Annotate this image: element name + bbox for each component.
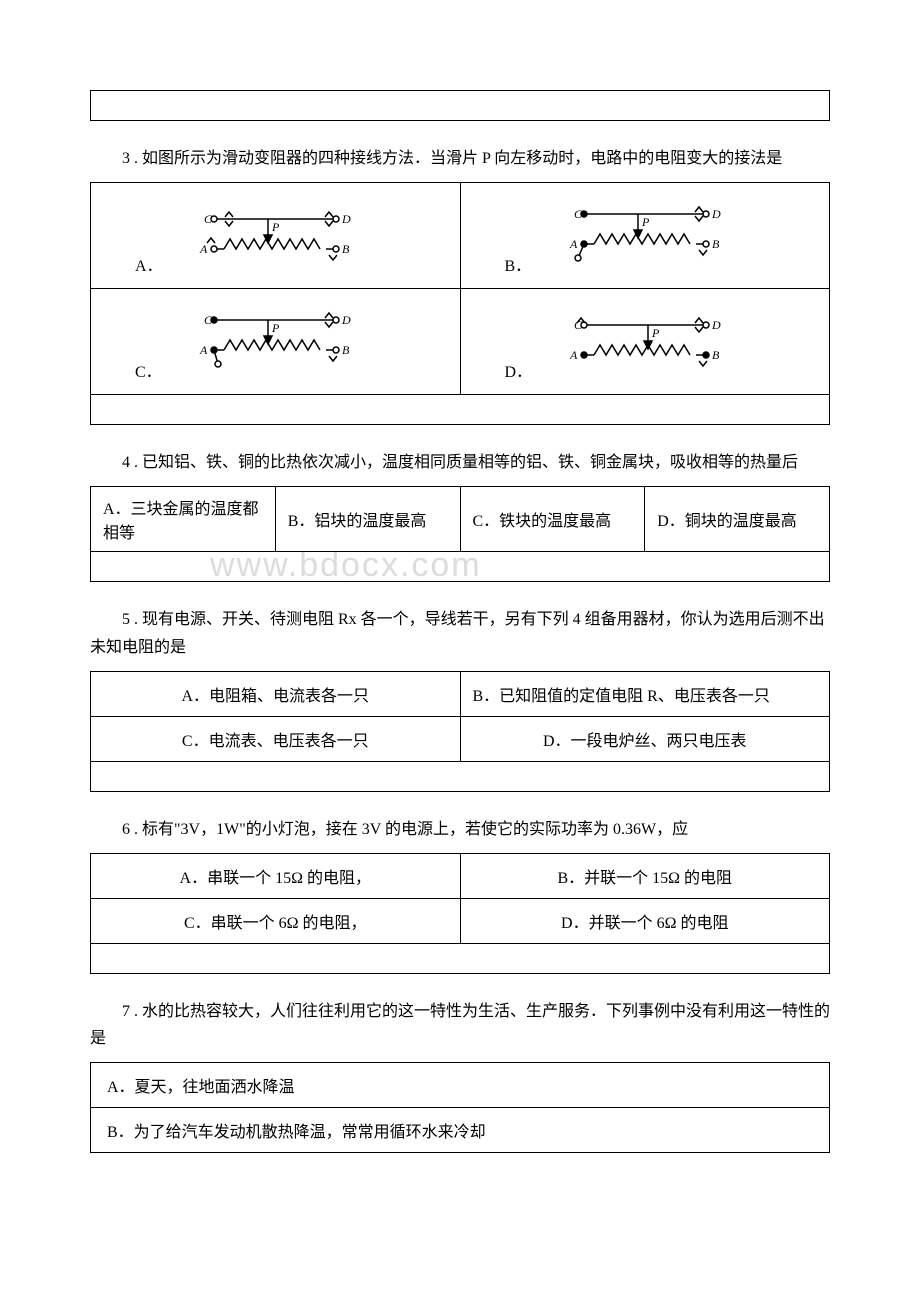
q5-option-b: B．已知阻值的定值电阻 R、电压表各一只 [460, 671, 830, 716]
q3-option-c-cell: C． [91, 289, 461, 395]
svg-text:A: A [199, 343, 208, 357]
q4-table: A．三块金属的温度都相等 B．铝块的温度最高 C．铁块的温度最高 D．铜块的温度… [90, 486, 830, 582]
svg-text:A: A [199, 242, 208, 256]
svg-text:A: A [569, 237, 578, 251]
svg-text:C: C [574, 207, 583, 221]
svg-text:C: C [204, 212, 213, 226]
q6-option-d: D．并联一个 6Ω 的电阻 [460, 898, 830, 943]
rheostat-diagram-a: C D P A B [190, 207, 360, 265]
svg-text:D: D [711, 207, 721, 221]
q4-option-c: C．铁块的温度最高 [460, 487, 645, 552]
svg-text:C: C [204, 313, 213, 327]
q4-text: 4 . 已知铝、铁、铜的比热依次减小，温度相同质量相等的铝、铁、铜金属块，吸收相… [90, 449, 830, 476]
q7-table: A．夏天，往地面洒水降温 B．为了给汽车发动机散热降温，常常用循环水来冷却 [90, 1062, 830, 1153]
q3-label-a: A． [135, 252, 163, 276]
q3-option-b-cell: B． [460, 183, 830, 289]
q5-table: A．电阻箱、电流表各一只 B．已知阻值的定值电阻 R、电压表各一只 C．电流表、… [90, 671, 830, 792]
q5-option-a: A．电阻箱、电流表各一只 [91, 671, 461, 716]
q7-text: 7 . 水的比热容较大，人们往往利用它的这一特性为生活、生产服务．下列事例中没有… [90, 998, 830, 1052]
svg-text:P: P [271, 321, 280, 335]
svg-text:C: C [574, 318, 583, 332]
q3-table: A． [90, 182, 830, 425]
q5-option-d: D．一段电炉丝、两只电压表 [460, 716, 830, 761]
q6-option-a: A．串联一个 15Ω 的电阻， [91, 853, 461, 898]
q3-label-d: D． [505, 358, 533, 382]
svg-text:D: D [711, 318, 721, 332]
q5-text: 5 . 现有电源、开关、待测电阻 Rx 各一个，导线若干，另有下列 4 组备用器… [90, 606, 830, 660]
svg-text:B: B [342, 242, 350, 256]
empty-table-top [90, 90, 830, 121]
svg-text:B: B [342, 343, 350, 357]
q3-option-a-cell: A． [91, 183, 461, 289]
q4-option-a: A．三块金属的温度都相等 [91, 487, 276, 552]
q7-option-a: A．夏天，往地面洒水降温 [91, 1063, 830, 1108]
q6-text: 6 . 标有"3V，1W"的小灯泡，接在 3V 的电源上，若使它的实际功率为 0… [90, 816, 830, 843]
q3-option-d-cell: D． [460, 289, 830, 395]
rheostat-diagram-d: C D P A B [560, 313, 730, 371]
q3-text: 3 . 如图所示为滑动变阻器的四种接线方法．当滑片 P 向左移动时，电路中的电阻… [90, 145, 830, 172]
q4-option-b: B．铝块的温度最高 [275, 487, 460, 552]
q7-option-b: B．为了给汽车发动机散热降温，常常用循环水来冷却 [91, 1108, 830, 1153]
svg-text:P: P [641, 215, 650, 229]
svg-text:B: B [712, 348, 720, 362]
rheostat-diagram-b: C D P A B [560, 202, 730, 270]
svg-text:P: P [651, 326, 660, 340]
q5-option-c: C．电流表、电压表各一只 [91, 716, 461, 761]
q6-option-c: C．串联一个 6Ω 的电阻， [91, 898, 461, 943]
rheostat-diagram-c: C D P A B [190, 308, 360, 376]
q4-option-d: D．铜块的温度最高 [645, 487, 830, 552]
svg-text:A: A [569, 348, 578, 362]
q3-label-c: C． [135, 358, 162, 382]
q6-option-b: B．并联一个 15Ω 的电阻 [460, 853, 830, 898]
svg-text:P: P [271, 220, 280, 234]
svg-text:B: B [712, 237, 720, 251]
q3-label-b: B． [505, 252, 532, 276]
q6-table: A．串联一个 15Ω 的电阻， B．并联一个 15Ω 的电阻 C．串联一个 6Ω… [90, 853, 830, 974]
svg-text:D: D [341, 212, 351, 226]
svg-text:D: D [341, 313, 351, 327]
